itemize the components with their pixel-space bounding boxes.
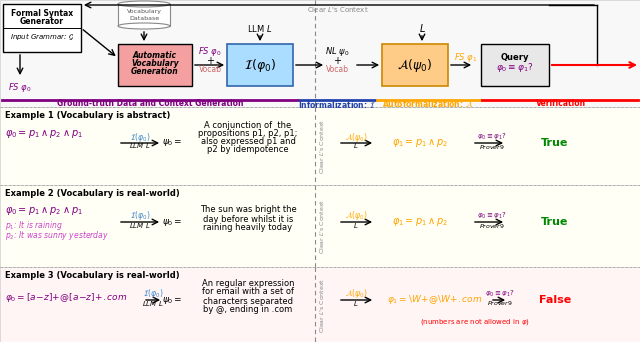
Text: Example 3 (Vocabulary is real-world): Example 3 (Vocabulary is real-world) [5,271,180,279]
Bar [382,44,448,86]
Text: $\mathcal{A}(\psi_0)$: $\mathcal{A}(\psi_0)$ [345,131,367,144]
Text: An regular expression: An regular expression [202,278,294,288]
Text: $LLM\ L$: $LLM\ L$ [129,142,151,150]
Text: Informalization: $\mathcal{I}$: Informalization: $\mathcal{I}$ [298,98,376,109]
Text: $p_1$: It is raining: $p_1$: It is raining [5,220,63,233]
Text: $\mathcal{A}(\psi_0)$: $\mathcal{A}(\psi_0)$ [397,56,433,74]
Text: False: False [539,295,571,305]
Text: Query: Query [500,53,529,62]
Ellipse shape [118,1,170,7]
Text: Automatic: Automatic [133,51,177,60]
Text: $\varphi_0 \equiv \varphi_1?$: $\varphi_0 \equiv \varphi_1?$ [485,289,515,299]
Text: $FS\ \varphi_0$: $FS\ \varphi_0$ [198,45,222,58]
Text: $\varphi_0 \equiv \varphi_1?$: $\varphi_0 \equiv \varphi_1?$ [477,211,507,221]
Text: $L$: $L$ [353,221,359,229]
Text: $\varphi_1 = p_1 \wedge p_2$: $\varphi_1 = p_1 \wedge p_2$ [392,137,448,149]
Text: $\mathcal{A}(\psi_0)$: $\mathcal{A}(\psi_0)$ [345,210,367,223]
Text: Generation: Generation [131,66,179,76]
Bar [118,4,170,26]
Text: Database: Database [129,15,159,21]
Ellipse shape [118,23,170,29]
Text: True: True [541,217,569,227]
Text: Vocabulary: Vocabulary [127,9,161,13]
Text: for email with a set of: for email with a set of [202,288,294,297]
Text: Example 2 (Vocabulary is real-world): Example 2 (Vocabulary is real-world) [5,188,180,197]
Text: day before whilst it is: day before whilst it is [203,214,293,224]
Text: $\mathcal{A}(\psi_0)$: $\mathcal{A}(\psi_0)$ [345,288,367,301]
Text: Input Grammar: $\mathcal{G}$: Input Grammar: $\mathcal{G}$ [10,31,74,42]
Text: Ground-truth Data and Context Generation: Ground-truth Data and Context Generation [57,100,243,108]
Text: $\varphi_0 = [a\!-\!z]\!+\!@[a\!-\!z]\!+\!.com$: $\varphi_0 = [a\!-\!z]\!+\!@[a\!-\!z]\!+… [5,290,127,303]
Bar [118,44,192,86]
Text: A conjunction of  the: A conjunction of the [204,121,292,131]
Text: $\varphi_1 = p_1 \wedge p_2$: $\varphi_1 = p_1 \wedge p_2$ [392,216,448,228]
Bar [227,44,293,86]
Text: True: True [541,138,569,148]
Text: $\psi_0 =$: $\psi_0 =$ [162,216,182,227]
Text: $\psi_0 =$: $\psi_0 =$ [162,294,182,305]
Bar [0,185,640,267]
Text: $NL\ \psi_0$: $NL\ \psi_0$ [324,45,349,58]
Text: $LLM\ L$: $LLM\ L$ [129,221,151,229]
Text: Verification: Verification [536,100,586,108]
Text: p2 by idempotence: p2 by idempotence [207,145,289,155]
Text: $\varphi_0 \equiv \varphi_1?$: $\varphi_0 \equiv \varphi_1?$ [477,132,507,142]
Text: $\mathcal{I}(\varphi_0)$: $\mathcal{I}(\varphi_0)$ [130,210,150,223]
Bar [481,44,549,86]
Text: Formal Syntax: Formal Syntax [11,10,73,18]
Text: $\varphi_0 = p_1 \wedge p_2 \wedge p_1$: $\varphi_0 = p_1 \wedge p_2 \wedge p_1$ [5,205,83,217]
Text: LLM $L$: LLM $L$ [247,23,273,34]
Text: Clear $L$'s Context: Clear $L$'s Context [318,118,326,174]
Bar [0,267,640,342]
Text: $\mathcal{I}(\varphi_0)$: $\mathcal{I}(\varphi_0)$ [143,288,163,301]
Text: $L$: $L$ [353,299,359,307]
Text: $p_2$: It was sunny yesterday: $p_2$: It was sunny yesterday [5,228,109,241]
Text: Vocabulary: Vocabulary [131,58,179,67]
Text: $L$: $L$ [353,142,359,150]
Text: $\mathcal{I}(\varphi_0)$: $\mathcal{I}(\varphi_0)$ [130,131,150,144]
Text: Clear $L$'s Context: Clear $L$'s Context [318,198,326,254]
Text: Generator: Generator [20,17,64,26]
Text: propositions p1, p2, p1;: propositions p1, p2, p1; [198,130,298,139]
Text: characters separated: characters separated [203,297,293,305]
Text: +: + [206,56,214,66]
Bar [0,107,640,185]
Bar [0,0,640,107]
Text: $\varphi_0 = p_1 \wedge p_2 \wedge p_1$: $\varphi_0 = p_1 \wedge p_2 \wedge p_1$ [5,128,83,140]
Text: (numbers are not allowed in $\varphi$): (numbers are not allowed in $\varphi$) [420,317,530,327]
Text: The sun was bright the: The sun was bright the [200,206,296,214]
Bar [3,4,81,52]
Text: $\varphi_1 = \backslash W\!+\!@\backslash W\!+\!.com$: $\varphi_1 = \backslash W\!+\!@\backslas… [387,293,483,306]
Text: Example 1 (Vocabulary is abstract): Example 1 (Vocabulary is abstract) [5,110,170,119]
Text: $\varphi_0 \equiv \varphi_1?$: $\varphi_0 \equiv \varphi_1?$ [496,62,534,75]
Text: $Prover9$: $Prover9$ [479,143,505,151]
Text: $FS\ \varphi_0$: $FS\ \varphi_0$ [8,81,32,94]
Text: $FS\ \varphi_1$: $FS\ \varphi_1$ [454,51,477,64]
Text: Autoformalization: $\mathcal{A}$: Autoformalization: $\mathcal{A}$ [382,99,474,109]
Text: raining heavily today: raining heavily today [204,224,292,233]
Text: $LLM\ L$: $LLM\ L$ [142,299,164,307]
Text: Clear $L$'s Context: Clear $L$'s Context [307,5,369,14]
Text: $Prover9$: $Prover9$ [479,222,505,230]
Text: Clear $L$'s Context: Clear $L$'s Context [318,277,326,333]
Text: $Prover9$: $Prover9$ [487,299,513,307]
Text: also expressed p1 and: also expressed p1 and [200,137,296,146]
Text: $L$: $L$ [419,22,426,34]
Text: $\mathcal{I}(\varphi_0)$: $\mathcal{I}(\varphi_0)$ [244,56,276,74]
Text: by @, ending in .com: by @, ending in .com [204,305,292,315]
Text: Vocab: Vocab [198,66,221,75]
Text: Vocab: Vocab [326,66,349,75]
Text: +: + [333,56,341,66]
Text: $\psi_0 =$: $\psi_0 =$ [162,137,182,148]
